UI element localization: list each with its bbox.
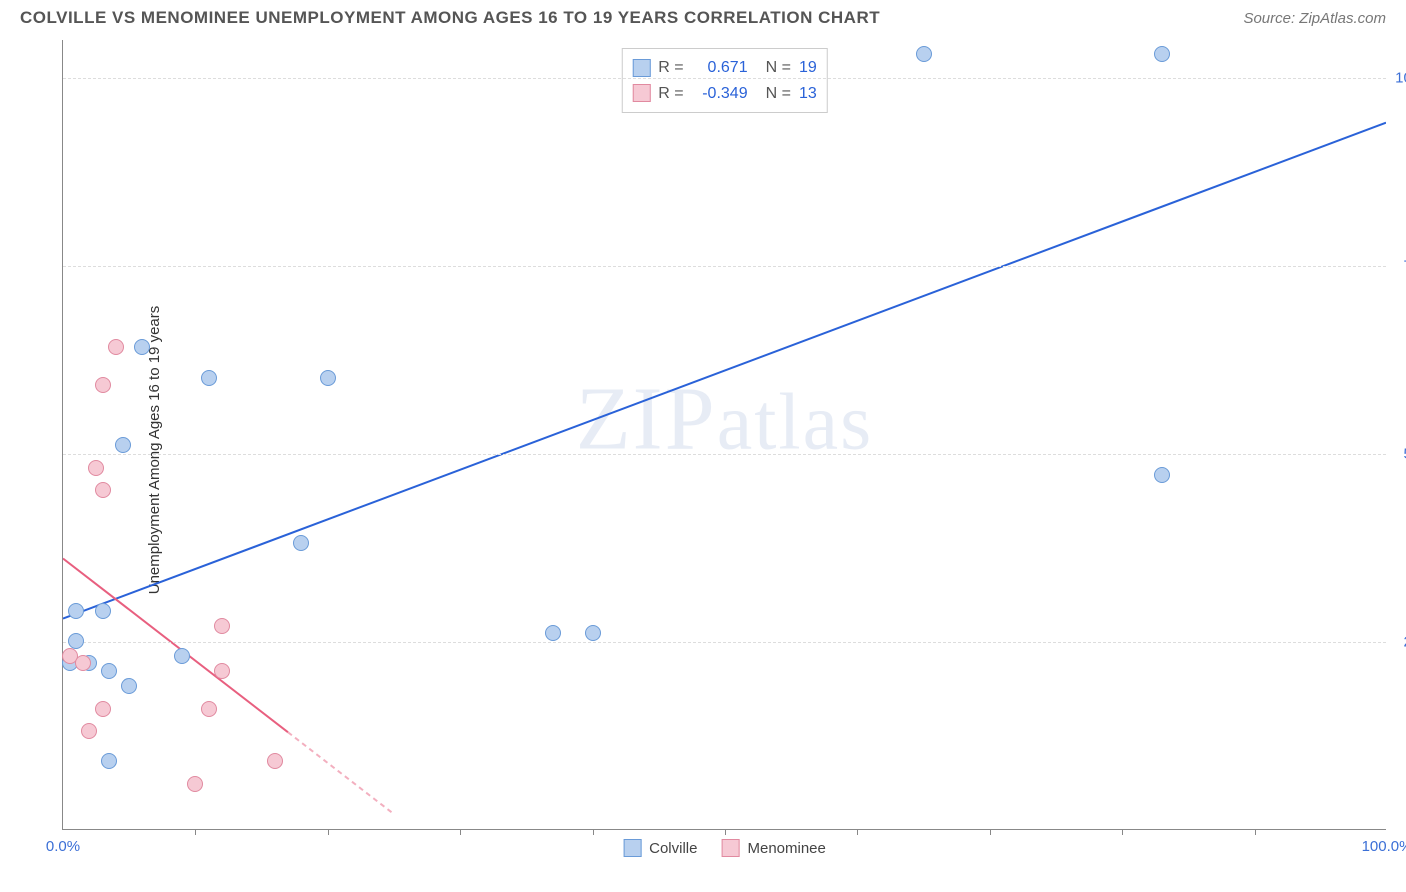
data-point bbox=[174, 648, 190, 664]
data-point bbox=[121, 678, 137, 694]
series-name: Colville bbox=[649, 840, 697, 857]
series-legend: Colville Menominee bbox=[623, 839, 826, 857]
trend-lines bbox=[63, 40, 1386, 829]
legend-swatch bbox=[721, 839, 739, 857]
correlation-legend: R =0.671N =19R =-0.349N =13 bbox=[621, 48, 827, 113]
chart-container: Unemployment Among Ages 16 to 19 years Z… bbox=[20, 40, 1386, 860]
x-tick-minor bbox=[1122, 829, 1123, 835]
x-tick-minor bbox=[1255, 829, 1256, 835]
legend-r-value: -0.349 bbox=[692, 81, 748, 107]
source-label: Source: ZipAtlas.com bbox=[1243, 10, 1386, 27]
data-point bbox=[115, 437, 131, 453]
data-point bbox=[75, 655, 91, 671]
data-point bbox=[916, 46, 932, 62]
chart-title: COLVILLE VS MENOMINEE UNEMPLOYMENT AMONG… bbox=[20, 8, 880, 28]
data-point bbox=[95, 701, 111, 717]
x-tick-minor bbox=[593, 829, 594, 835]
data-point bbox=[585, 625, 601, 641]
y-tick-label: 100.0% bbox=[1395, 69, 1406, 86]
data-point bbox=[95, 377, 111, 393]
legend-n-label: N = bbox=[766, 81, 791, 107]
x-tick-minor bbox=[990, 829, 991, 835]
gridline-h bbox=[63, 78, 1386, 79]
legend-swatch bbox=[632, 84, 650, 102]
x-tick-label: 0.0% bbox=[46, 838, 80, 855]
data-point bbox=[81, 723, 97, 739]
x-tick-minor bbox=[460, 829, 461, 835]
legend-row: R = -0.349 N = 13 bbox=[632, 81, 816, 107]
data-point bbox=[95, 482, 111, 498]
gridline-h bbox=[63, 454, 1386, 455]
plot-area: ZIPatlas R =0.671N =19R =-0.349N =13 Col… bbox=[62, 40, 1386, 830]
data-point bbox=[101, 663, 117, 679]
data-point bbox=[201, 370, 217, 386]
data-point bbox=[68, 633, 84, 649]
data-point bbox=[201, 701, 217, 717]
data-point bbox=[88, 460, 104, 476]
data-point bbox=[214, 618, 230, 634]
legend-n-value: 13 bbox=[799, 81, 817, 107]
series-name: Menominee bbox=[747, 840, 825, 857]
data-point bbox=[101, 753, 117, 769]
data-point bbox=[1154, 467, 1170, 483]
x-tick-label: 100.0% bbox=[1362, 838, 1406, 855]
x-tick-minor bbox=[328, 829, 329, 835]
data-point bbox=[134, 339, 150, 355]
x-tick-minor bbox=[857, 829, 858, 835]
x-tick-minor bbox=[195, 829, 196, 835]
legend-swatch bbox=[623, 839, 641, 857]
data-point bbox=[1154, 46, 1170, 62]
data-point bbox=[293, 535, 309, 551]
legend-r-label: R = bbox=[658, 81, 683, 107]
data-point bbox=[108, 339, 124, 355]
data-point bbox=[214, 663, 230, 679]
data-point bbox=[267, 753, 283, 769]
data-point bbox=[187, 776, 203, 792]
data-point bbox=[545, 625, 561, 641]
series-legend-item: Menominee bbox=[721, 839, 825, 857]
data-point bbox=[320, 370, 336, 386]
data-point bbox=[68, 603, 84, 619]
gridline-h bbox=[63, 642, 1386, 643]
legend-swatch bbox=[632, 59, 650, 77]
series-legend-item: Colville bbox=[623, 839, 697, 857]
data-point bbox=[95, 603, 111, 619]
gridline-h bbox=[63, 266, 1386, 267]
x-tick-minor bbox=[725, 829, 726, 835]
